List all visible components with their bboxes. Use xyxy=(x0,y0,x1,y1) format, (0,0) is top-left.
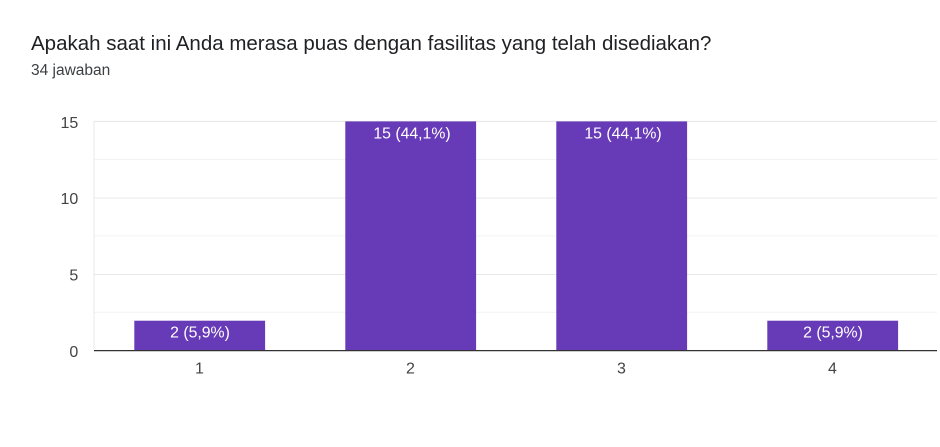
svg-text:10: 10 xyxy=(61,191,79,208)
svg-text:2 (5,9%): 2 (5,9%) xyxy=(803,325,863,342)
svg-text:2: 2 xyxy=(406,361,415,378)
svg-text:3: 3 xyxy=(617,361,626,378)
svg-text:0: 0 xyxy=(69,344,78,361)
svg-text:5: 5 xyxy=(69,268,78,285)
svg-text:1: 1 xyxy=(195,361,204,378)
svg-text:2 (5,9%): 2 (5,9%) xyxy=(170,325,230,342)
svg-text:15 (44,1%): 15 (44,1%) xyxy=(584,126,661,143)
svg-text:15 (44,1%): 15 (44,1%) xyxy=(373,126,450,143)
svg-text:15: 15 xyxy=(61,115,79,132)
svg-text:4: 4 xyxy=(828,361,837,378)
